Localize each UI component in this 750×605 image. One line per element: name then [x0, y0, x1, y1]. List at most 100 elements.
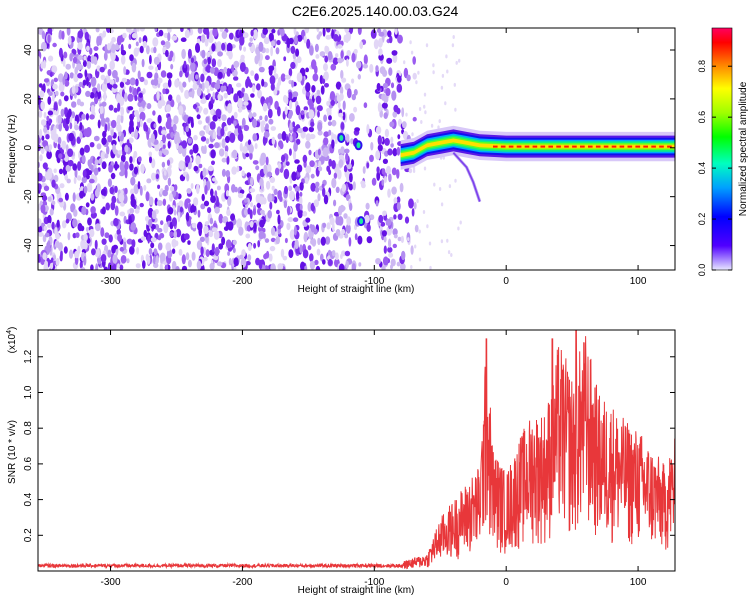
spectrogram-noise-blob [151, 172, 156, 181]
spectrogram-noise-blob [323, 194, 329, 205]
spectrogram-noise-blob [265, 55, 270, 61]
spectrogram-noise-blob [375, 65, 379, 73]
spectrogram-noise-blob [119, 160, 125, 172]
signal-track-band [400, 138, 675, 158]
spectrogram-noise-blob [299, 244, 303, 254]
spectrogram-noise-blob [143, 229, 148, 238]
spectrogram-noise-blob [276, 39, 281, 46]
spectrogram-noise-blob [264, 252, 270, 258]
spectrogram-noise-blob [304, 177, 309, 185]
spectrogram-noise-blob [299, 191, 303, 197]
spectrogram-noise-blob [327, 121, 332, 126]
y-tick-label: -40 [23, 238, 34, 253]
spectrogram-noise-blob [290, 45, 296, 55]
spectrogram-noise-blob [58, 168, 64, 175]
spectrogram-noise-blob [441, 73, 445, 78]
spectrogram-noise-blob [134, 129, 139, 140]
spectrogram-noise-blob [365, 202, 370, 210]
spectrogram-noise-blob [182, 81, 187, 88]
spectrogram-noise-blob [203, 107, 209, 115]
spectrogram-noise-blob [155, 255, 159, 264]
spectrogram-noise-blob [263, 164, 268, 175]
spectrogram-noise-blob [231, 64, 235, 73]
spectrogram-noise-blob [84, 69, 88, 78]
spectrogram-noise-blob [415, 80, 418, 85]
spectrogram-noise-blob [222, 138, 226, 146]
spectrogram-noise-blob [39, 154, 43, 162]
spectrogram-noise-blob [271, 136, 276, 146]
spectrogram-noise-blob [167, 28, 172, 33]
spectrogram-noise-blob [210, 149, 216, 159]
spectrogram-noise-blob [177, 205, 181, 215]
spectrogram-noise-blob [289, 100, 293, 110]
spectrogram-noise-blob [286, 222, 291, 231]
spectrogram-noise-blob [457, 226, 460, 231]
spectrogram-noise-blob [241, 117, 246, 128]
spectrogram-noise-blob [53, 125, 57, 136]
spectrogram-noise-blob [38, 253, 41, 263]
spectrogram-noise-blob [200, 98, 207, 104]
spectrogram-noise-blob [181, 48, 186, 60]
spectrogram-noise-blob [185, 212, 190, 222]
spectrogram-noise-blob [438, 119, 441, 124]
spectrogram-noise-blob [248, 144, 254, 154]
spectrogram-noise-blob [291, 132, 297, 140]
spectrogram-noise-blob [383, 245, 387, 254]
spectrogram-noise-blob [343, 213, 348, 219]
spectrogram-noise-blob [277, 224, 282, 230]
spectrogram-noise-blob [322, 28, 326, 37]
spectrogram-noise-blob [274, 167, 280, 176]
spectrogram-noise-blob [111, 43, 116, 54]
spectrogram-noise-blob [203, 256, 208, 262]
spectrogram-noise-blob [383, 235, 387, 243]
spectrogram-noise-blob [212, 28, 218, 37]
spectrogram-noise-blob [131, 239, 136, 248]
spectrogram-noise-blob [430, 123, 434, 128]
spectrogram-noise-blob [401, 250, 406, 261]
spectrogram-noise-blob [283, 200, 288, 209]
spectrogram-noise-blob [83, 255, 87, 266]
spectrogram-noise-blob [130, 188, 135, 195]
spectrogram-noise-blob [127, 106, 134, 111]
spectrogram-noise-blob [177, 211, 181, 223]
signal-tail-curve [452, 151, 482, 203]
spectrogram-noise-blob [225, 221, 230, 228]
x-tick-label: -200 [232, 276, 252, 287]
spectrogram-noise-blob [188, 73, 191, 83]
spectrogram-noise-blob [206, 29, 210, 40]
spectrogram-noise-blob [451, 43, 455, 48]
spectrogram-noise-blob [452, 35, 455, 39]
spectrogram-noise-blob [378, 214, 384, 223]
spectrogram-noise-blob [168, 94, 173, 102]
spectrogram-noise-blob [269, 176, 276, 183]
spectrogram-noise-blob [411, 132, 414, 137]
spectrogram-noise-blob [116, 123, 122, 132]
spectrogram-noise-blob [63, 153, 70, 162]
spectrogram-noise-blob [222, 85, 227, 92]
spectrogram-noise-blob [158, 150, 163, 157]
spectrogram-noise-blob [165, 242, 172, 252]
spectrogram-noise-blob [196, 107, 199, 113]
spectrogram-noise-blob [213, 255, 219, 261]
spectrogram-noise-blob [377, 38, 383, 48]
spectrogram-noise-blob [233, 120, 237, 127]
spectrogram-noise-blob [197, 221, 203, 231]
spectrogram-noise-blob [81, 206, 87, 216]
spectrogram-noise-blob [328, 129, 332, 136]
spectrogram-noise-blob [299, 196, 303, 206]
spectrogram-noise-blob [149, 198, 153, 204]
spectrogram-noise-blob [152, 37, 159, 47]
spectrogram-noise-blob [309, 253, 314, 262]
spectrogram-noise-blob [171, 217, 177, 227]
spectrogram-noise-blob [140, 236, 146, 242]
spectrogram-noise-blob [321, 78, 326, 84]
spectrogram-noise-blob [38, 95, 41, 105]
spectrogram-noise-blob [396, 202, 401, 211]
spectrogram-noise-blob [310, 173, 315, 179]
spectrogram-noise-blob [93, 46, 99, 51]
spectrogram-noise-blob [187, 137, 193, 144]
spectrogram-noise-blob [337, 216, 344, 226]
spectrogram-noise-blob [281, 131, 287, 141]
spectrogram-noise-blob [111, 245, 116, 254]
